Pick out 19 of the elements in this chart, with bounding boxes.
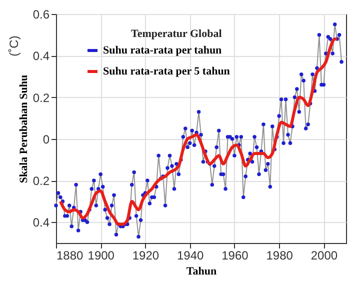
x-tick-label: 1920 — [132, 248, 160, 262]
x-tick-label: 1880 — [56, 248, 84, 262]
text: (˚C) — [7, 36, 21, 56]
x-axis-title: Tahun — [186, 266, 217, 278]
y-tick-label: 0 — [42, 132, 50, 146]
x-tick-label: 1960 — [222, 248, 249, 262]
y-tick-label: 0.4 — [32, 49, 50, 64]
y-tick-label: 0.4 — [32, 216, 50, 230]
y-tick-label: 0.6 — [32, 8, 50, 22]
x-tick-label: 1980 — [266, 248, 294, 262]
legend-label: Suhu rata-rata per tahun — [103, 44, 222, 56]
y-tick-label: 0.2 — [32, 174, 50, 188]
y-tick-label: 0.2 — [32, 90, 50, 105]
text: Temperatur Global — [131, 28, 222, 40]
x-tick-label: 2000 — [310, 248, 338, 262]
x-tick-label: 1900 — [88, 248, 115, 262]
legend-label: Suhu rata-rata per 5 tahun — [103, 66, 230, 78]
x-tick-label: 1940 — [176, 248, 204, 262]
y-axis-title: Skala Perubahan Suhu — [18, 74, 30, 184]
